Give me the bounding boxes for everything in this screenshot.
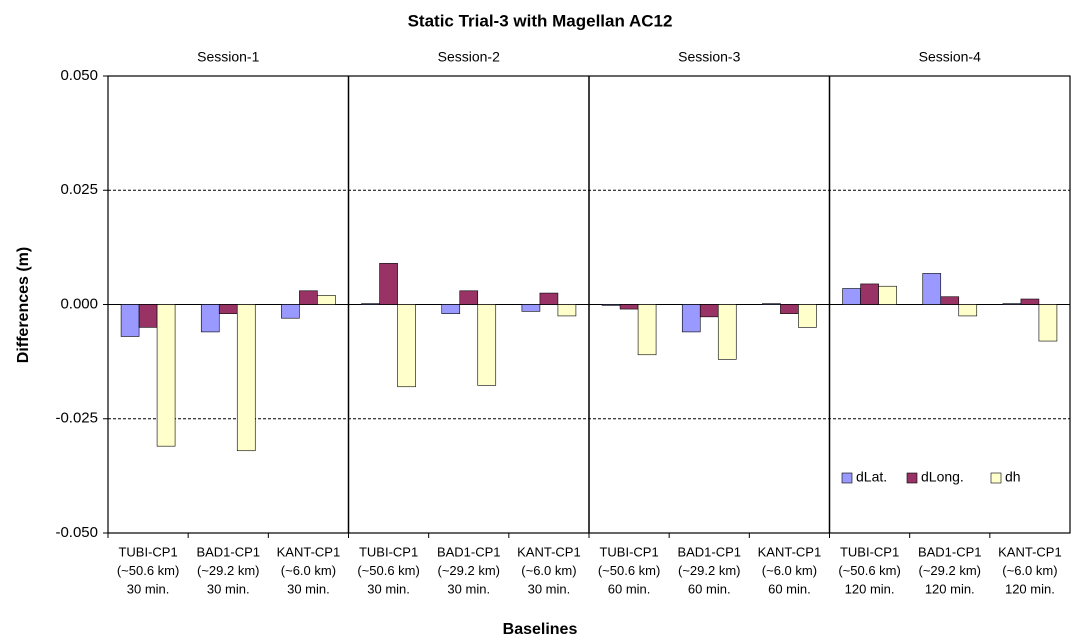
legend-label: dLong. <box>921 469 964 485</box>
x-tick-label: (~50.6 km) <box>838 563 901 578</box>
chart-title: Static Trial-3 with Magellan AC12 <box>408 11 673 30</box>
x-tick-label: 30 min. <box>447 581 490 596</box>
bar <box>379 263 398 305</box>
x-tick-label: KANT-CP1 <box>277 544 341 559</box>
bar <box>1002 303 1022 305</box>
y-tick-label: 0.025 <box>60 181 98 198</box>
bar <box>299 290 318 305</box>
x-tick-label: (~6.0 km) <box>521 563 576 578</box>
x-tick-label: (~6.0 km) <box>1002 563 1057 578</box>
bar <box>156 304 176 447</box>
session-label: Session-4 <box>919 49 981 65</box>
x-tick-label: BAD1-CP1 <box>918 544 982 559</box>
x-tick-label: BAD1-CP1 <box>437 544 501 559</box>
session-label: Session-2 <box>438 49 500 65</box>
x-tick-label: 60 min. <box>768 581 811 596</box>
bar <box>361 303 380 305</box>
x-tick-label: (~29.2 km) <box>919 563 982 578</box>
bar <box>860 283 879 305</box>
bar <box>1020 298 1040 305</box>
bar <box>619 304 639 310</box>
session-label: Session-1 <box>197 49 259 65</box>
x-tick-label: 30 min. <box>367 581 410 596</box>
bar <box>317 295 336 305</box>
x-tick-label: BAD1-CP1 <box>677 544 741 559</box>
bar <box>218 304 238 314</box>
session-label: Session-3 <box>678 49 740 65</box>
x-tick-label: (~29.2 km) <box>438 563 501 578</box>
bar <box>717 304 737 360</box>
bar <box>521 304 541 312</box>
x-tick-label: KANT-CP1 <box>998 544 1062 559</box>
bar <box>681 304 701 333</box>
x-tick-label: (~50.6 km) <box>117 563 180 578</box>
bar <box>397 304 416 388</box>
bar <box>922 273 942 305</box>
bar <box>958 304 978 317</box>
x-tick-label: 60 min. <box>608 581 651 596</box>
x-tick-label: (~29.2 km) <box>197 563 260 578</box>
x-tick-label: TUBI-CP1 <box>599 544 658 559</box>
x-tick-label: (~50.6 km) <box>357 563 420 578</box>
y-tick-label: 0.000 <box>60 295 98 312</box>
x-tick-label: 30 min. <box>127 581 170 596</box>
bar <box>441 304 461 314</box>
bar <box>780 304 799 314</box>
bar <box>557 304 577 317</box>
x-tick-label: TUBI-CP1 <box>359 544 418 559</box>
y-tick-label: -0.025 <box>55 410 98 427</box>
x-tick-label: (~6.0 km) <box>281 563 336 578</box>
legend-swatch <box>990 472 1002 484</box>
bar <box>477 304 497 386</box>
bar <box>798 304 817 328</box>
bar <box>459 290 479 305</box>
x-tick-label: 120 min. <box>1005 581 1055 596</box>
bar <box>539 292 559 305</box>
x-tick-label: (~50.6 km) <box>598 563 661 578</box>
y-tick-label: -0.050 <box>55 524 98 541</box>
legend-label: dh <box>1005 469 1021 485</box>
bar <box>699 304 719 318</box>
x-tick-label: 60 min. <box>688 581 731 596</box>
x-tick-label: (~29.2 km) <box>678 563 741 578</box>
x-tick-label: TUBI-CP1 <box>118 544 177 559</box>
x-tick-label: 30 min. <box>287 581 330 596</box>
bar <box>842 288 861 305</box>
bar <box>120 304 140 337</box>
bar <box>138 304 158 328</box>
legend-label: dLat. <box>856 469 887 485</box>
bar <box>1038 304 1058 342</box>
y-axis-title: Differences (m) <box>15 247 32 363</box>
legend-swatch <box>906 472 918 484</box>
bar <box>200 304 220 333</box>
bar <box>601 304 621 306</box>
y-tick-label: 0.050 <box>60 67 98 84</box>
x-tick-label: KANT-CP1 <box>758 544 822 559</box>
bar <box>236 304 256 452</box>
x-tick-label: 120 min. <box>925 581 975 596</box>
x-tick-label: 30 min. <box>528 581 571 596</box>
bar <box>281 304 300 319</box>
legend-swatch <box>841 472 853 484</box>
x-tick-label: TUBI-CP1 <box>840 544 899 559</box>
x-axis-title: Baselines <box>503 621 578 638</box>
x-tick-label: (~6.0 km) <box>762 563 817 578</box>
bar <box>762 303 781 305</box>
x-tick-label: BAD1-CP1 <box>196 544 260 559</box>
x-tick-label: 120 min. <box>845 581 895 596</box>
bar <box>940 296 960 305</box>
bar <box>878 285 897 305</box>
x-tick-label: 30 min. <box>207 581 250 596</box>
bar <box>637 304 657 356</box>
x-tick-label: KANT-CP1 <box>517 544 581 559</box>
